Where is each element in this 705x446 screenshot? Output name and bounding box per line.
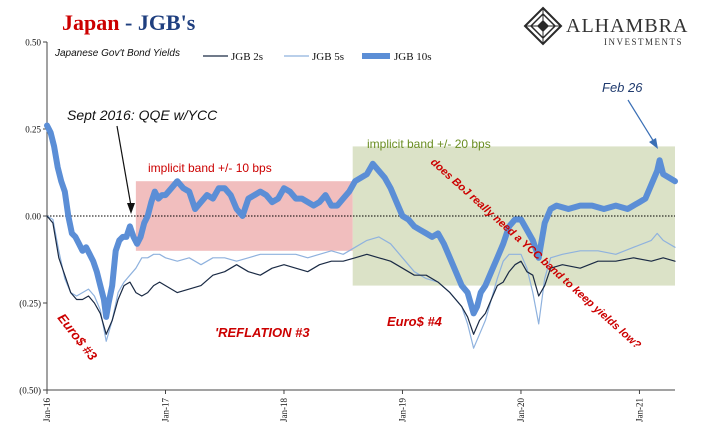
- x-tick-label: Jan-17: [160, 398, 170, 422]
- y-ticks: 0.50 0.25 0.00 (0.25) (0.50): [19, 38, 47, 396]
- annotation-band20: implicit band +/- 20 bps: [367, 137, 491, 151]
- x-ticks: Jan-16 Jan-17 Jan-18 Jan-19 Jan-20 Jan-21: [42, 390, 644, 422]
- annotation-band10: implicit band +/- 10 bps: [148, 161, 272, 175]
- chart-subtitle: Japanese Gov't Bond Yields: [54, 48, 180, 59]
- series-layer: [44, 122, 678, 349]
- legend-label-jgb5: JGB 5s: [312, 51, 344, 63]
- annotation-feb26: Feb 26: [602, 80, 643, 95]
- alhambra-logo: ALHAMBRA INVESTMENTS: [523, 6, 688, 47]
- x-tick-label: Jan-16: [42, 398, 52, 422]
- y-tick-label: 0.00: [25, 212, 41, 222]
- y-tick-label: (0.25): [19, 299, 41, 309]
- logo-emblem-icon: [523, 6, 563, 46]
- x-tick-label: Jan-20: [516, 398, 526, 422]
- chart-title: Japan - JGB's: [62, 10, 196, 35]
- legend-label-jgb10: JGB 10s: [394, 51, 432, 63]
- annotation-euro4: Euro$ #4: [387, 314, 443, 329]
- x-tick-label: Jan-21: [634, 398, 644, 422]
- annotation-reflation3: 'REFLATION #3: [215, 325, 310, 340]
- title-japan: Japan: [62, 10, 119, 35]
- y-tick-label: (0.50): [19, 386, 41, 396]
- legend: JGB 2s JGB 5s JGB 10s: [203, 51, 432, 63]
- logo-subtitle: INVESTMENTS: [604, 37, 683, 47]
- annotation-feb26-arrowhead: [649, 138, 658, 149]
- series-jgb-5s: [46, 215, 676, 349]
- annotation-feb26-arrow-line: [627, 99, 655, 143]
- annotation-sept2016: Sept 2016: QQE w/YCC: [67, 107, 218, 123]
- x-tick-label: Jan-19: [397, 398, 407, 422]
- legend-label-jgb2: JGB 2s: [231, 51, 263, 63]
- title-separator: -: [119, 10, 137, 35]
- annotation-euro3: Euro$ #3: [55, 311, 101, 364]
- x-tick-label: Jan-18: [279, 398, 289, 422]
- annotation-sept2016-arrowhead: [127, 203, 135, 214]
- series-jgb-2s: [46, 215, 676, 335]
- title-jgbs: JGB's: [138, 10, 196, 35]
- logo-name: ALHAMBRA: [566, 15, 688, 37]
- series-jgb-10s: [44, 122, 678, 320]
- y-tick-label: 0.50: [25, 38, 41, 48]
- y-tick-label: 0.25: [25, 125, 41, 135]
- annotation-sept2016-arrow-line: [116, 125, 132, 207]
